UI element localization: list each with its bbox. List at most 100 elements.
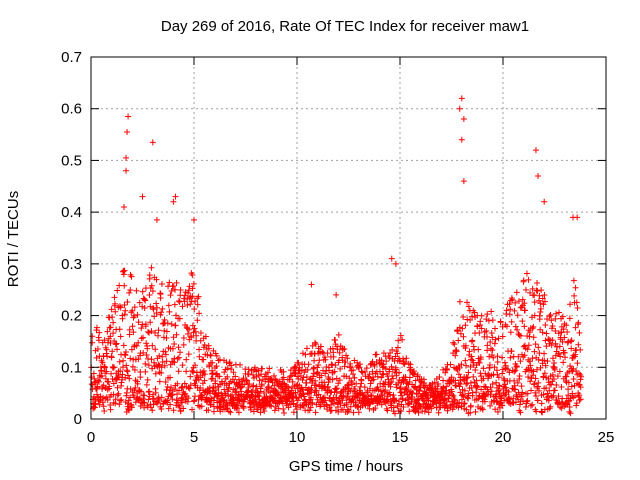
data-point: [315, 391, 322, 398]
data-point: [533, 366, 540, 373]
data-point: [125, 400, 132, 407]
data-point: [456, 105, 463, 112]
data-point: [112, 341, 119, 348]
data-point: [517, 409, 524, 416]
data-point: [98, 373, 105, 380]
data-point: [535, 172, 542, 179]
data-point: [189, 293, 196, 300]
data-point: [465, 303, 472, 310]
data-point: [232, 373, 239, 380]
data-point: [191, 393, 198, 400]
data-point: [192, 362, 199, 369]
data-point: [158, 280, 165, 287]
data-point: [173, 279, 180, 286]
data-point: [93, 324, 100, 331]
data-point: [134, 311, 141, 318]
data-point: [126, 326, 133, 333]
data-point: [476, 359, 483, 366]
data-point: [518, 383, 525, 390]
data-point: [265, 383, 272, 390]
data-point: [170, 407, 177, 414]
data-point: [473, 377, 480, 384]
data-point: [126, 375, 133, 382]
data-point: [227, 409, 234, 416]
data-point: [314, 369, 321, 376]
data-point: [116, 358, 123, 365]
data-point: [460, 178, 467, 185]
data-point: [129, 307, 136, 314]
data-point: [205, 345, 212, 352]
chart-title: Day 269 of 2016, Rate Of TEC Index for r…: [161, 18, 529, 35]
data-point: [152, 329, 159, 336]
data-point: [486, 361, 493, 368]
data-point: [273, 377, 280, 384]
data-point: [331, 368, 338, 375]
data-point: [114, 287, 121, 294]
data-point: [169, 345, 176, 352]
data-point: [494, 398, 501, 405]
data-point: [138, 325, 145, 332]
data-point: [333, 291, 340, 298]
data-point: [104, 328, 111, 335]
data-point: [386, 354, 393, 361]
data-point: [534, 279, 541, 286]
data-point: [571, 392, 578, 399]
data-point: [416, 387, 423, 394]
data-point: [499, 333, 506, 340]
data-point: [477, 318, 484, 325]
data-point: [405, 394, 412, 401]
data-point: [243, 376, 250, 383]
data-point: [199, 380, 206, 387]
data-point: [303, 379, 310, 386]
data-point: [521, 323, 528, 330]
data-point: [104, 396, 111, 403]
data-point: [99, 359, 106, 366]
data-point: [494, 408, 501, 415]
data-point: [112, 396, 119, 403]
data-point: [530, 381, 537, 388]
data-point: [304, 366, 311, 373]
data-point: [387, 349, 394, 356]
data-point: [525, 342, 532, 349]
data-point: [162, 351, 169, 358]
data-point: [509, 296, 516, 303]
data-point: [141, 296, 148, 303]
data-point: [547, 312, 554, 319]
data-point: [144, 328, 151, 335]
data-point: [207, 402, 214, 409]
data-point: [137, 369, 144, 376]
data-point: [112, 308, 119, 315]
data-point: [94, 345, 101, 352]
data-point: [373, 351, 380, 358]
data-point: [152, 370, 159, 377]
data-point: [249, 389, 256, 396]
data-point: [546, 313, 553, 320]
data-point: [489, 317, 496, 324]
data-point: [552, 328, 559, 335]
data-point: [309, 400, 316, 407]
data-point: [490, 371, 497, 378]
data-point: [137, 374, 144, 381]
data-point: [358, 377, 365, 384]
data-point: [556, 343, 563, 350]
data-point: [552, 315, 559, 322]
data-point: [158, 309, 165, 316]
data-point: [523, 398, 530, 405]
data-point: [314, 369, 321, 376]
data-point: [540, 391, 547, 398]
data-point: [168, 321, 175, 328]
data-point: [529, 325, 536, 332]
data-point: [306, 407, 313, 414]
data-point: [280, 368, 287, 375]
data-point: [527, 362, 534, 369]
data-point: [549, 371, 556, 378]
data-point: [556, 368, 563, 375]
data-point: [128, 404, 135, 411]
data-point: [565, 386, 572, 393]
data-point: [245, 384, 252, 391]
data-point: [120, 357, 127, 364]
data-point: [396, 385, 403, 392]
data-point: [542, 337, 549, 344]
data-point: [107, 339, 114, 346]
data-point: [328, 361, 335, 368]
